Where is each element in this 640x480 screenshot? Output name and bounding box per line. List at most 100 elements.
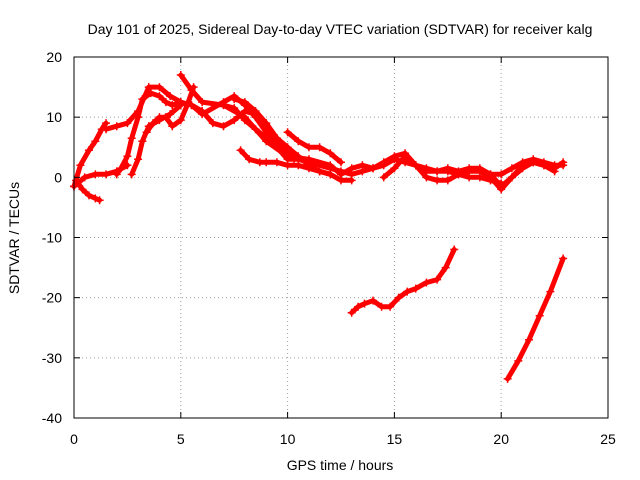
data-point bbox=[187, 101, 196, 110]
data-point bbox=[347, 164, 356, 173]
data-point bbox=[283, 128, 292, 137]
data-point bbox=[219, 122, 228, 131]
x-tick-label: 10 bbox=[280, 431, 296, 447]
data-point bbox=[112, 122, 121, 131]
data-point bbox=[123, 119, 132, 128]
data-point bbox=[507, 164, 516, 173]
data-point bbox=[176, 116, 185, 125]
data-point bbox=[236, 146, 245, 155]
data-point bbox=[422, 173, 431, 182]
data-point bbox=[230, 104, 239, 113]
data-point bbox=[433, 275, 442, 284]
data-point bbox=[386, 302, 395, 311]
data-point bbox=[272, 158, 281, 167]
data-point bbox=[315, 161, 324, 170]
data-point bbox=[369, 164, 378, 173]
data-point bbox=[454, 170, 463, 179]
data-point bbox=[84, 146, 93, 155]
data-point bbox=[304, 143, 313, 152]
data-point bbox=[166, 110, 175, 119]
series-arc-15 bbox=[283, 128, 345, 167]
data-point bbox=[161, 113, 170, 122]
data-point bbox=[91, 137, 100, 146]
data-point bbox=[441, 263, 450, 272]
data-point bbox=[529, 155, 538, 164]
series-arc-19 bbox=[486, 155, 568, 179]
x-tick-label: 5 bbox=[177, 431, 185, 447]
y-axis-label: SDTVAR / TECUs bbox=[6, 182, 22, 294]
data-point bbox=[251, 125, 260, 134]
data-point bbox=[245, 155, 254, 164]
y-tick-labels: -40 -30 -20 -10 0 10 20 bbox=[42, 49, 62, 426]
y-tick-label: -20 bbox=[42, 290, 62, 306]
data-point bbox=[102, 170, 111, 179]
data-point bbox=[507, 173, 516, 182]
data-point bbox=[166, 92, 175, 101]
x-axis-label: GPS time / hours bbox=[287, 457, 394, 473]
chart-title: Day 101 of 2025, Sidereal Day-to-day VTE… bbox=[88, 21, 593, 37]
x-tick-label: 15 bbox=[387, 431, 403, 447]
data-point bbox=[518, 158, 527, 167]
data-point bbox=[546, 287, 555, 296]
data-point bbox=[142, 128, 151, 137]
series-line bbox=[505, 256, 566, 382]
data-point bbox=[146, 89, 155, 98]
data-point bbox=[127, 170, 136, 179]
data-point bbox=[475, 167, 484, 176]
data-point bbox=[379, 158, 388, 167]
data-point bbox=[198, 107, 207, 116]
data-point bbox=[272, 143, 281, 152]
data-point bbox=[377, 302, 386, 311]
data-point bbox=[272, 134, 281, 143]
data-point bbox=[403, 287, 412, 296]
data-point bbox=[465, 167, 474, 176]
data-point bbox=[138, 95, 147, 104]
data-point bbox=[253, 113, 262, 122]
data-point bbox=[134, 113, 143, 122]
data-point bbox=[550, 161, 559, 170]
data-point bbox=[240, 116, 249, 125]
data-point bbox=[134, 155, 143, 164]
series-line bbox=[221, 102, 297, 162]
data-point bbox=[497, 185, 506, 194]
y-tick-label: -30 bbox=[42, 350, 62, 366]
axis-ticks bbox=[73, 56, 609, 419]
data-point bbox=[486, 170, 495, 179]
data-point bbox=[84, 191, 93, 200]
data-point bbox=[354, 302, 363, 311]
x-tick-label: 25 bbox=[600, 431, 616, 447]
data-point bbox=[78, 185, 87, 194]
series-arc-18 bbox=[379, 152, 559, 194]
data-point bbox=[497, 170, 506, 179]
data-point bbox=[112, 170, 121, 179]
data-point bbox=[379, 173, 388, 182]
data-point bbox=[138, 137, 147, 146]
data-point bbox=[559, 161, 568, 170]
data-point bbox=[524, 335, 533, 344]
data-point bbox=[176, 71, 185, 80]
data-point bbox=[187, 86, 196, 95]
data-point bbox=[326, 149, 335, 158]
data-point bbox=[294, 137, 303, 146]
data-point bbox=[450, 245, 459, 254]
data-point bbox=[283, 143, 292, 152]
x-tick-label: 0 bbox=[70, 431, 78, 447]
y-tick-label: -40 bbox=[42, 410, 62, 426]
data-point bbox=[401, 152, 410, 161]
data-point bbox=[390, 152, 399, 161]
data-point bbox=[411, 284, 420, 293]
data-point bbox=[294, 155, 303, 164]
data-point bbox=[91, 194, 100, 203]
data-point bbox=[219, 101, 228, 110]
data-point bbox=[80, 173, 89, 182]
data-point bbox=[422, 278, 431, 287]
data-point bbox=[337, 158, 345, 167]
series-arc-20 bbox=[347, 245, 459, 317]
series-arc-2 bbox=[72, 176, 104, 205]
data-point bbox=[262, 125, 271, 134]
data-point bbox=[262, 158, 271, 167]
data-point bbox=[161, 98, 170, 107]
x-tick-label: 20 bbox=[493, 431, 509, 447]
data-point bbox=[326, 164, 335, 173]
data-point bbox=[535, 311, 544, 320]
